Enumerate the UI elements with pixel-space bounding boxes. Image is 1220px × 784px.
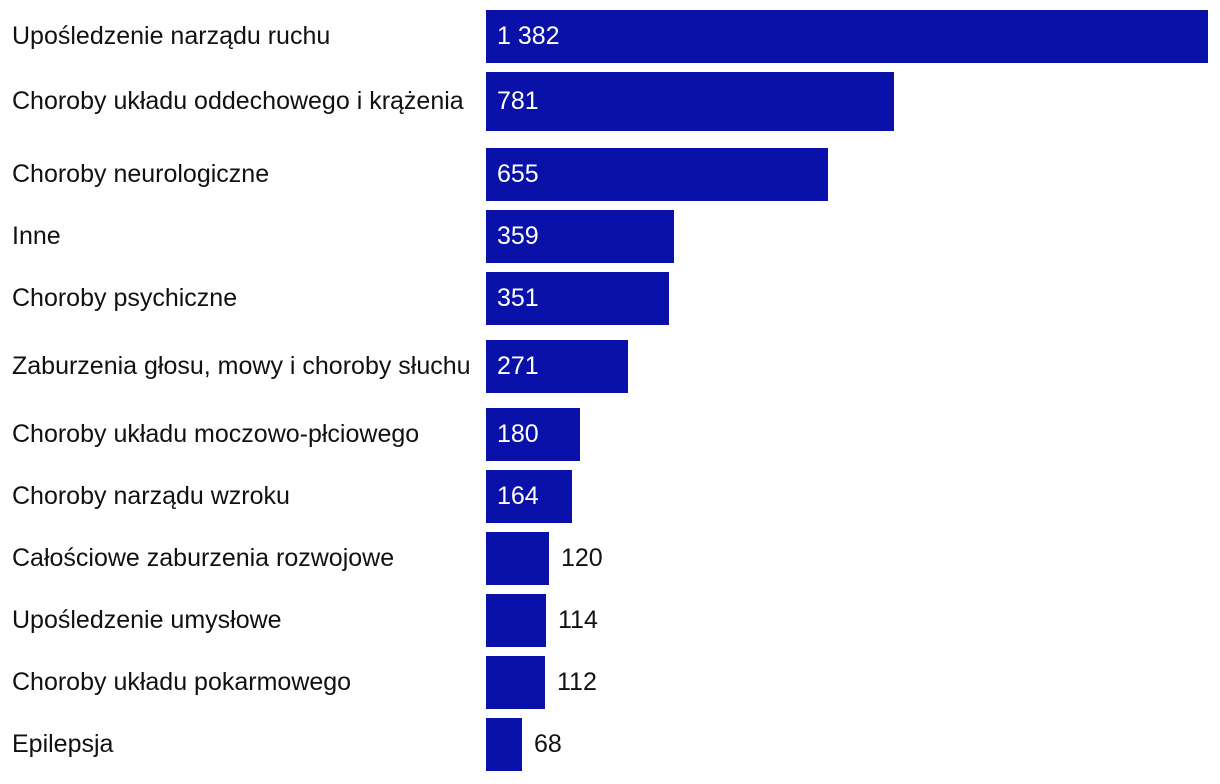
- data-label: 781: [497, 87, 539, 115]
- bar: [486, 10, 1208, 63]
- bar: [486, 532, 549, 585]
- category-label: Zaburzenia głosu, mowy i choroby słuchu: [12, 352, 471, 380]
- bar: [486, 594, 546, 647]
- bar: [486, 72, 894, 131]
- category-label: Choroby psychiczne: [12, 284, 238, 312]
- data-label: 180: [497, 420, 539, 448]
- category-label: Choroby narządu wzroku: [12, 482, 290, 510]
- data-label: 655: [497, 160, 539, 188]
- category-label: Choroby układu pokarmowego: [12, 668, 352, 696]
- bar: [486, 340, 628, 393]
- data-label: 112: [557, 668, 597, 696]
- data-label: 164: [497, 482, 539, 510]
- bar: [486, 148, 828, 201]
- data-label: 114: [558, 606, 598, 634]
- data-label: 120: [561, 544, 603, 572]
- bar: [486, 718, 522, 771]
- category-label: Upośledzenie umysłowe: [12, 606, 282, 634]
- data-label: 351: [497, 284, 539, 312]
- bar: [486, 210, 674, 263]
- data-label: 359: [497, 222, 539, 250]
- category-label: Upośledzenie narządu ruchu: [12, 22, 331, 50]
- category-label: Inne: [12, 222, 61, 250]
- category-label: Choroby układu oddechowego i krążenia: [12, 87, 464, 115]
- category-label: Epilepsja: [12, 730, 114, 758]
- bar: [486, 408, 580, 461]
- category-label: Choroby układu moczowo-płciowego: [12, 420, 420, 448]
- data-label: 1 382: [497, 22, 560, 50]
- bar: [486, 272, 669, 325]
- data-label: 271: [497, 352, 539, 380]
- bar: [486, 656, 545, 709]
- bar: [486, 470, 572, 523]
- data-label: 68: [534, 730, 562, 758]
- category-label: Całościowe zaburzenia rozwojowe: [12, 544, 395, 572]
- category-label: Choroby neurologiczne: [12, 160, 270, 188]
